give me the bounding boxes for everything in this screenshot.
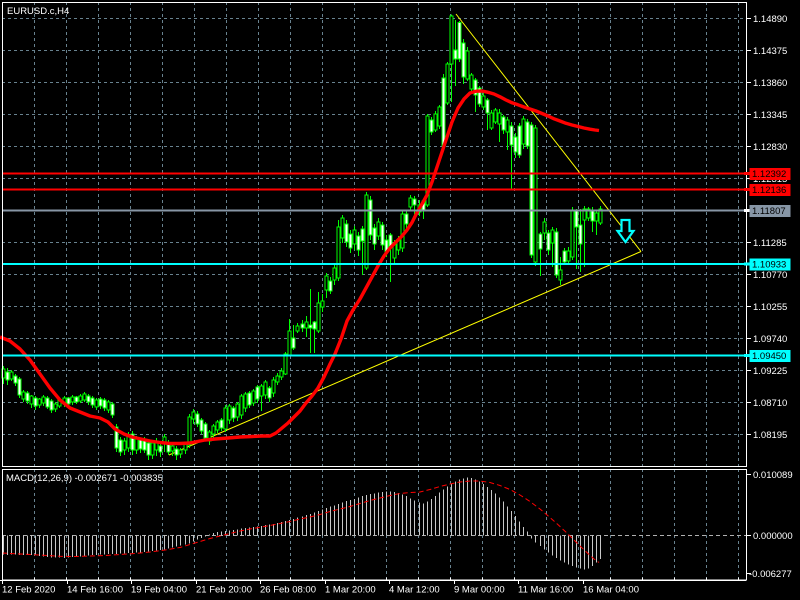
svg-text:12 Feb 2020: 12 Feb 2020 (2, 585, 55, 596)
svg-text:1.09740: 1.09740 (753, 334, 787, 345)
svg-text:0.010089: 0.010089 (753, 470, 793, 481)
svg-text:19 Feb 04:00: 19 Feb 04:00 (131, 585, 187, 596)
svg-text:1.14890: 1.14890 (753, 14, 787, 25)
svg-text:1.09225: 1.09225 (753, 366, 787, 377)
svg-text:11 Mar 16:00: 11 Mar 16:00 (518, 585, 573, 596)
svg-text:26 Feb 08:00: 26 Feb 08:00 (260, 585, 316, 596)
svg-text:1 Mar 20:00: 1 Mar 20:00 (325, 585, 376, 596)
svg-text:1.13860: 1.13860 (753, 78, 787, 89)
svg-text:1.10255: 1.10255 (753, 302, 787, 313)
svg-text:MACD(12,26,9) -0.002671 -0.003: MACD(12,26,9) -0.002671 -0.003835 (6, 473, 163, 484)
svg-text:1.11807: 1.11807 (752, 206, 786, 217)
svg-text:1.08195: 1.08195 (753, 430, 787, 441)
svg-text:9 Mar 00:00: 9 Mar 00:00 (454, 585, 505, 596)
svg-text:1.09450: 1.09450 (752, 351, 786, 362)
svg-text:-0.006277: -0.006277 (749, 569, 792, 580)
svg-text:1.13345: 1.13345 (753, 110, 787, 121)
svg-text:1.12392: 1.12392 (752, 169, 786, 180)
svg-text:1.10933: 1.10933 (752, 260, 786, 271)
svg-text:21 Feb 20:00: 21 Feb 20:00 (196, 585, 252, 596)
svg-text:0.000000: 0.000000 (753, 531, 793, 542)
svg-text:14 Feb 16:00: 14 Feb 16:00 (67, 585, 123, 596)
svg-text:1.11285: 1.11285 (753, 238, 787, 249)
svg-text:1.10770: 1.10770 (753, 270, 787, 281)
svg-text:EURUSD.c,H4: EURUSD.c,H4 (7, 6, 69, 17)
svg-text:4 Mar 12:00: 4 Mar 12:00 (389, 585, 440, 596)
svg-text:1.14375: 1.14375 (753, 46, 787, 57)
svg-text:1.12136: 1.12136 (752, 185, 786, 196)
svg-text:1.08710: 1.08710 (753, 398, 787, 409)
svg-text:16 Mar 04:00: 16 Mar 04:00 (583, 585, 639, 596)
svg-text:1.12830: 1.12830 (753, 142, 787, 153)
